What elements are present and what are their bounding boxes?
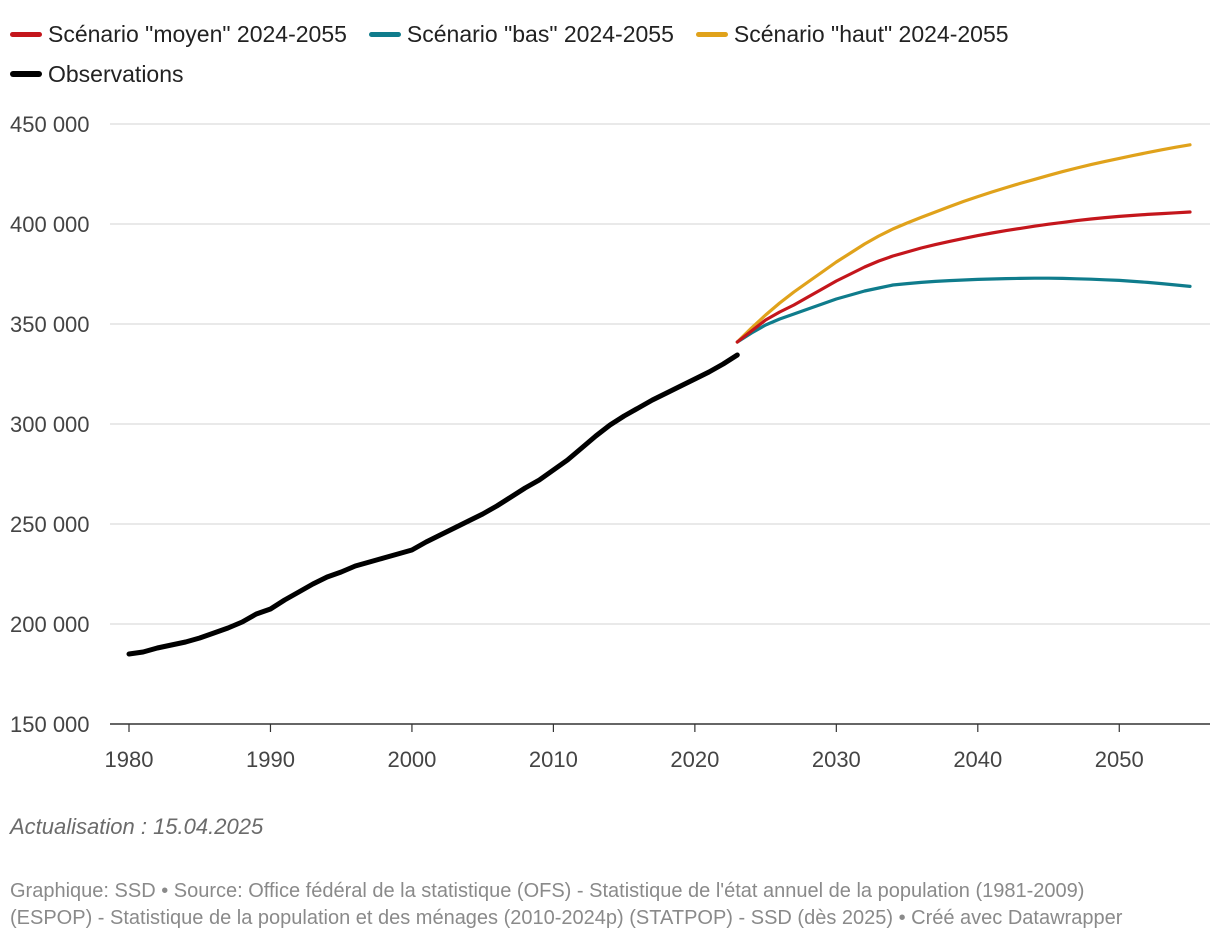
legend-item-observations: Observations xyxy=(10,61,184,88)
y-tick-label: 350 000 xyxy=(10,312,90,337)
line-chart: 150 000 200 000 250 000 300 000 350 000 400 0… xyxy=(10,112,1210,772)
series-line-bas xyxy=(735,276,1192,344)
series-lines xyxy=(126,143,1192,657)
legend-swatch-moyen xyxy=(10,31,42,37)
series-line-observations xyxy=(126,352,740,657)
x-tick-label: 1980 xyxy=(105,747,154,772)
source-note: Graphique: SSD • Source: Office fédéral … xyxy=(10,878,1215,932)
x-tick-label: 2030 xyxy=(812,747,861,772)
x-axis: 1980 1990 2000 2010 2020 2030 2040 2050 xyxy=(105,724,1144,772)
legend-label-moyen: Scénario "moyen" 2024-2055 xyxy=(48,20,347,47)
source-line-2: (ESPOP) - Statistique de la population e… xyxy=(10,907,1123,929)
y-tick-label: 300 000 xyxy=(10,412,90,437)
legend-label-observations: Observations xyxy=(48,60,184,87)
legend-swatch-haut xyxy=(695,31,728,37)
legend-row-observations: Observations xyxy=(10,54,1210,94)
series-line-haut xyxy=(735,143,1192,344)
x-tick-label: 1990 xyxy=(246,747,295,772)
x-tick-label: 2020 xyxy=(670,747,719,772)
y-tick-label: 400 000 xyxy=(10,212,90,237)
y-tick-label: 450 000 xyxy=(10,112,90,137)
x-tick-label: 2010 xyxy=(529,747,578,772)
y-tick-label: 200 000 xyxy=(10,612,90,637)
legend-item-haut: Scénario "haut" 2024-2055 xyxy=(695,20,1009,48)
legend-item-bas: Scénario "bas" 2024-2055 xyxy=(368,20,674,48)
chart-legend: Scénario "moyen" 2024-2055 Scénario "bas… xyxy=(10,14,1210,94)
grid-layer: 150 000 200 000 250 000 300 000 350 000 400 0… xyxy=(10,112,1210,737)
x-tick-label: 2050 xyxy=(1095,747,1144,772)
legend-swatch-observations xyxy=(10,71,42,77)
y-tick-label: 250 000 xyxy=(10,512,90,537)
legend-label-haut: Scénario "haut" 2024-2055 xyxy=(733,20,1009,47)
legend-item-moyen: Scénario "moyen" 2024-2055 xyxy=(10,21,347,48)
legend-label-bas: Scénario "bas" 2024-2055 xyxy=(406,20,674,47)
y-tick-label: 150 000 xyxy=(10,712,90,737)
x-tick-label: 2040 xyxy=(953,747,1002,772)
update-date-note: Actualisation : 15.04.2025 xyxy=(10,814,264,839)
legend-swatch-bas xyxy=(368,31,401,37)
x-tick-label: 2000 xyxy=(387,747,436,772)
source-line-1: Graphique: SSD • Source: Office fédéral … xyxy=(10,880,1085,902)
series-line-moyen xyxy=(735,210,1192,344)
legend-row-scenarios: Scénario "moyen" 2024-2055 Scénario "bas… xyxy=(10,14,1210,54)
